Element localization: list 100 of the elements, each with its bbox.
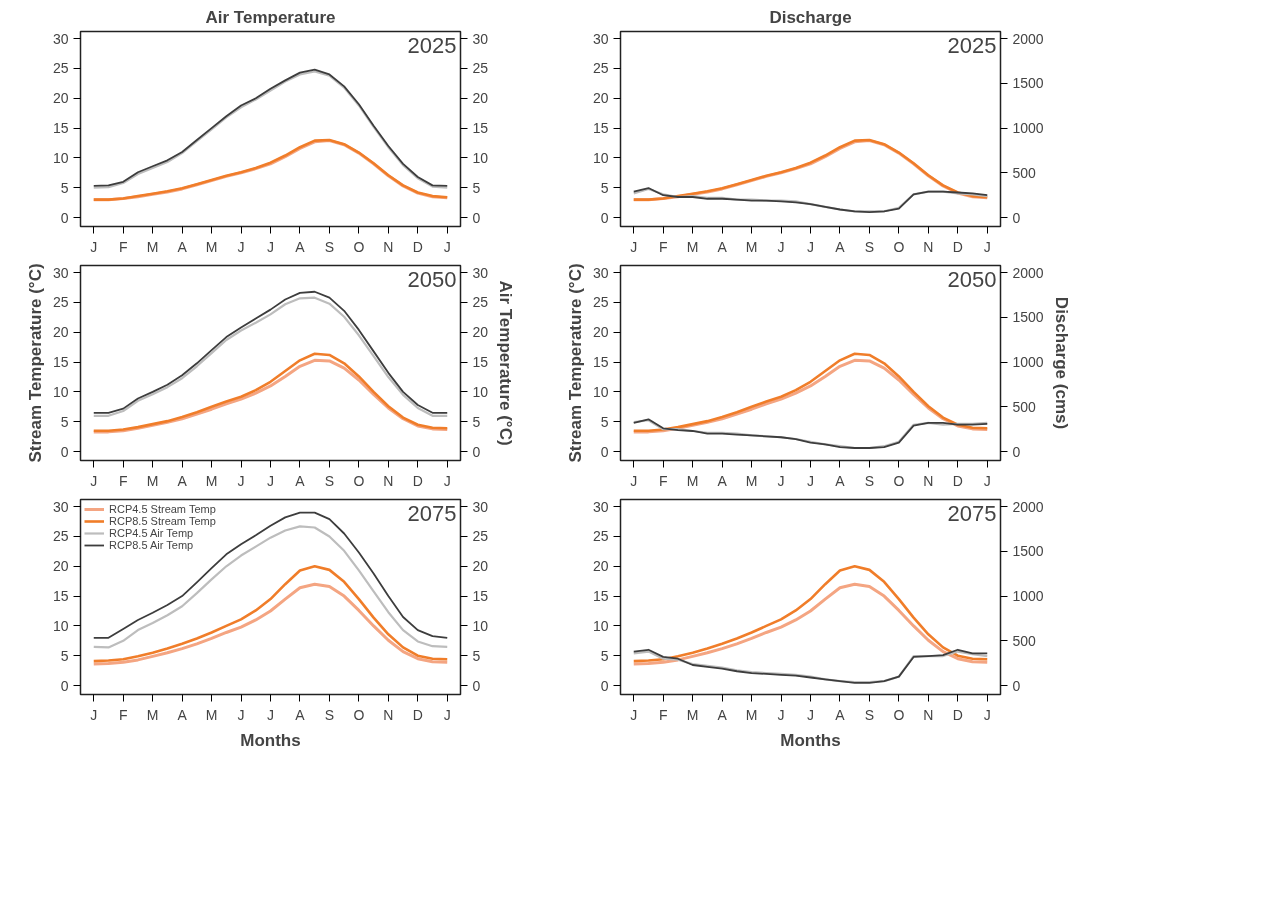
y-tick-label: 10	[52, 617, 69, 634]
y-tick-label: 20	[592, 324, 609, 341]
x-tick-label: D	[952, 238, 963, 255]
y2-tick-label: 15	[472, 120, 489, 137]
y-tick-label: 25	[52, 60, 69, 77]
y2-tick-label: 5	[472, 413, 481, 430]
y2-tick-label: 25	[472, 60, 489, 77]
x-tick-label: O	[893, 472, 905, 489]
x-tick-label: J	[267, 238, 274, 255]
y-tick-label: 30	[52, 264, 69, 281]
x-tick-label: F	[658, 472, 668, 489]
annotation: 2050	[407, 266, 457, 292]
x-tick-label: A	[177, 472, 188, 489]
x-tick-label: O	[893, 238, 905, 255]
x-tick-label: A	[717, 238, 728, 255]
y-tick-label: 25	[52, 528, 69, 545]
x-tick-label: J	[237, 238, 245, 255]
chart-title: Discharge	[769, 7, 852, 27]
y2-tick-label: 1000	[1012, 588, 1044, 605]
x-tick-label: J	[90, 472, 98, 489]
x-tick-label: J	[630, 238, 638, 255]
y2-tick-label: 500	[1012, 164, 1037, 181]
y-tick-label: 5	[60, 179, 69, 196]
y-axis-title: Stream Temperature (°C)	[25, 263, 45, 463]
x-tick-label: J	[237, 706, 245, 723]
y2-tick-label: 25	[472, 294, 489, 311]
y2-tick-label: 20	[472, 324, 489, 341]
legend-label: RCP8.5 Air Temp	[109, 539, 194, 551]
y2-tick-label: 2000	[1012, 498, 1044, 515]
x-tick-label: F	[118, 706, 128, 723]
x-tick-label: J	[267, 706, 274, 723]
y-tick-label: 20	[592, 558, 609, 575]
y-tick-label: 0	[600, 209, 609, 226]
y2-tick-label: 2000	[1012, 30, 1044, 47]
y-tick-label: 10	[52, 149, 69, 166]
y-tick-label: 25	[592, 60, 609, 77]
y2-tick-label: 15	[472, 354, 489, 371]
annotation: 2025	[947, 32, 997, 58]
y2-tick-label: 1500	[1012, 309, 1044, 326]
x-tick-label: M	[205, 706, 218, 723]
x-tick-label: S	[324, 706, 335, 723]
x-tick-label: F	[658, 706, 668, 723]
x-tick-label: A	[177, 238, 188, 255]
y-tick-label: 15	[592, 120, 609, 137]
y-tick-label: 15	[52, 354, 69, 371]
y2-tick-label: 0	[1012, 209, 1021, 226]
y2-tick-label: 1000	[1012, 120, 1044, 137]
y-tick-label: 10	[52, 383, 69, 400]
y2-tick-label: 10	[472, 149, 489, 166]
x-tick-label: M	[146, 706, 159, 723]
y-tick-label: 15	[52, 588, 69, 605]
y2-tick-label: 1000	[1012, 354, 1044, 371]
y2-axis-title: Air Temperature (°C)	[496, 280, 516, 446]
annotation: 2050	[947, 266, 997, 292]
x-tick-label: F	[118, 238, 128, 255]
y-tick-label: 10	[592, 383, 609, 400]
x-tick-label: O	[893, 706, 905, 723]
x-tick-label: M	[686, 238, 699, 255]
y2-tick-label: 25	[472, 528, 489, 545]
chart-title: Air Temperature	[205, 7, 336, 27]
x-tick-label: N	[923, 238, 934, 255]
y-tick-label: 20	[52, 324, 69, 341]
x-tick-label: J	[267, 472, 274, 489]
y-tick-label: 25	[592, 294, 609, 311]
y-axis-title: Stream Temperature (°C)	[565, 263, 585, 463]
x-tick-label: S	[324, 472, 335, 489]
y-tick-label: 25	[592, 528, 609, 545]
x-tick-label: A	[717, 472, 728, 489]
y2-tick-label: 2000	[1012, 264, 1044, 281]
x-tick-label: J	[777, 706, 785, 723]
y-tick-label: 5	[60, 647, 69, 664]
x-tick-label: A	[177, 706, 188, 723]
x-tick-label: J	[90, 706, 98, 723]
x-tick-label: A	[835, 706, 846, 723]
x-tick-label: J	[777, 472, 785, 489]
x-tick-label: F	[118, 472, 128, 489]
y-tick-label: 0	[60, 443, 69, 460]
y2-axis-title: Discharge (cms)	[1051, 296, 1071, 430]
y2-tick-label: 0	[1012, 443, 1021, 460]
x-tick-label: M	[745, 472, 758, 489]
x-tick-label: S	[864, 472, 875, 489]
x-tick-label: J	[983, 706, 991, 723]
y-tick-label: 25	[52, 294, 69, 311]
y-tick-label: 5	[600, 413, 609, 430]
x-tick-label: A	[295, 706, 306, 723]
legend-label: RCP8.5 Stream Temp	[109, 515, 216, 527]
annotation: 2075	[947, 500, 997, 526]
y2-tick-label: 1500	[1012, 543, 1044, 560]
x-tick-label: J	[807, 472, 814, 489]
x-axis-title: Months	[240, 730, 301, 750]
y2-tick-label: 0	[1012, 677, 1021, 694]
x-tick-label: S	[864, 706, 875, 723]
y-tick-label: 0	[60, 677, 69, 694]
y-tick-label: 30	[52, 30, 69, 47]
y2-tick-label: 1500	[1012, 75, 1044, 92]
x-tick-label: O	[353, 472, 365, 489]
y2-tick-label: 15	[472, 588, 489, 605]
y-tick-label: 5	[600, 647, 609, 664]
x-tick-label: M	[686, 706, 699, 723]
x-tick-label: N	[383, 238, 394, 255]
